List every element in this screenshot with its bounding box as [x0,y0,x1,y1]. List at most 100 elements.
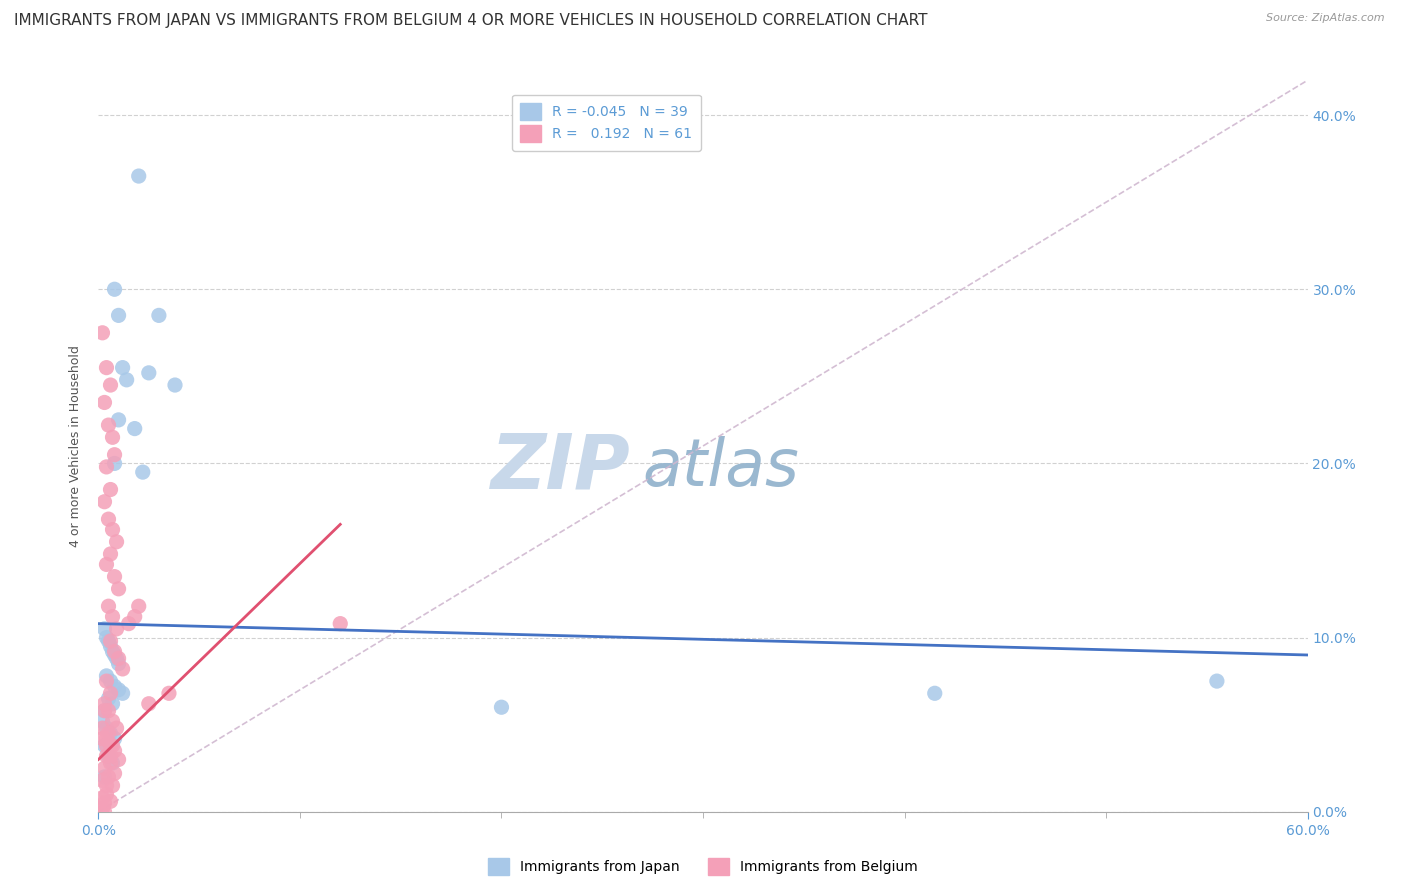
Point [93,739,115,753]
Point [100,640,122,654]
Point [96,459,118,474]
Point [97,691,120,706]
Point [103,766,125,780]
Point [105,622,128,636]
Point [100,686,122,700]
Point [103,744,125,758]
Point [111,686,134,700]
Point [101,756,124,770]
Point [97,726,120,740]
Point [100,634,122,648]
Point [103,648,125,662]
Point [97,512,120,526]
Text: atlas: atlas [643,436,799,500]
Point [163,378,186,392]
Point [115,373,138,387]
Point [96,631,118,645]
Point [124,609,146,624]
Point [105,534,128,549]
Point [132,465,155,479]
Point [138,697,160,711]
Point [97,634,120,648]
Point [107,651,129,665]
Point [100,756,122,770]
Point [107,657,129,671]
Point [93,704,115,718]
Point [93,770,115,784]
Point [91,801,114,815]
Point [107,752,129,766]
Point [103,731,125,746]
Point [96,721,118,735]
Text: IMMIGRANTS FROM JAPAN VS IMMIGRANTS FROM BELGIUM 4 OR MORE VEHICLES IN HOUSEHOLD: IMMIGRANTS FROM JAPAN VS IMMIGRANTS FROM… [14,13,928,29]
Point [124,421,146,435]
Point [101,430,124,444]
Point [100,547,122,561]
Point [96,669,118,683]
Point [96,749,118,764]
Point [93,494,115,508]
Point [100,378,122,392]
Point [96,674,118,689]
Point [93,796,115,810]
Point [101,779,124,793]
Point [93,697,115,711]
Point [97,749,120,764]
Point [100,749,122,764]
Point [103,457,125,471]
Point [97,704,120,718]
Legend: R = -0.045   N = 39, R =   0.192   N = 61: R = -0.045 N = 39, R = 0.192 N = 61 [512,95,700,151]
Point [107,413,129,427]
Point [91,714,114,728]
Point [101,523,124,537]
Point [128,599,150,614]
Point [91,773,114,788]
Point [100,726,122,740]
Point [96,787,118,801]
Point [91,326,114,340]
Point [91,721,114,735]
Point [107,309,129,323]
Point [118,616,141,631]
Point [1206,674,1229,689]
Point [103,569,125,583]
Point [105,651,128,665]
Point [93,704,115,718]
Point [103,679,125,693]
Point [91,790,114,805]
Point [138,366,160,380]
Point [148,309,170,323]
Point [103,282,125,296]
Point [103,448,125,462]
Point [128,169,150,183]
Text: Source: ZipAtlas.com: Source: ZipAtlas.com [1267,13,1385,23]
Point [100,794,122,808]
Point [101,609,124,624]
Y-axis label: 4 or more Vehicles in Household: 4 or more Vehicles in Household [69,345,83,547]
Point [91,731,114,746]
Point [96,360,118,375]
Text: ZIP: ZIP [491,431,630,505]
Point [96,739,118,753]
Point [97,599,120,614]
Point [100,739,122,753]
Point [329,616,352,631]
Point [101,644,124,658]
Point [93,395,115,409]
Point [93,622,115,636]
Point [97,418,120,433]
Point [107,582,129,596]
Point [924,686,946,700]
Point [93,761,115,775]
Point [111,662,134,676]
Point [491,700,513,714]
Point [97,770,120,784]
Point [96,779,118,793]
Point [93,805,115,819]
Point [101,739,124,753]
Point [107,682,129,697]
Point [100,674,122,689]
Point [111,360,134,375]
Point [96,558,118,572]
Legend: Immigrants from Japan, Immigrants from Belgium: Immigrants from Japan, Immigrants from B… [482,853,924,880]
